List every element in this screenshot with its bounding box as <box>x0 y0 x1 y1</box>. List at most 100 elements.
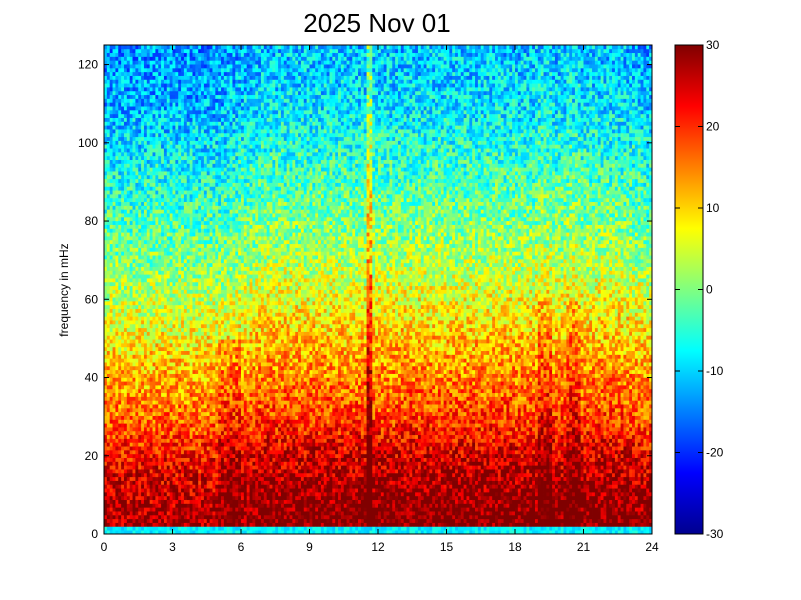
heatmap-cell <box>107 385 110 389</box>
heatmap-cell <box>115 408 118 412</box>
heatmap-cell <box>167 316 170 320</box>
heatmap-cell <box>138 416 141 420</box>
heatmap-cell <box>153 454 156 458</box>
heatmap-cell <box>121 427 124 431</box>
heatmap-cell <box>144 316 147 320</box>
heatmap-cell <box>178 366 181 370</box>
heatmap-cell <box>161 175 164 179</box>
heatmap-cell <box>184 270 187 274</box>
heatmap-cell <box>124 259 127 263</box>
heatmap-cell <box>138 412 141 416</box>
heatmap-cell <box>115 286 118 290</box>
heatmap-cell <box>135 465 138 469</box>
heatmap-cell <box>110 217 113 221</box>
heatmap-cell <box>164 91 167 95</box>
heatmap-cell <box>195 259 198 263</box>
heatmap-cell <box>181 328 184 332</box>
heatmap-cell <box>124 141 127 145</box>
heatmap-cell <box>195 431 198 435</box>
heatmap-cell <box>150 343 153 347</box>
heatmap-cell <box>110 477 113 481</box>
heatmap-cell <box>201 91 204 95</box>
heatmap-cell <box>175 351 178 355</box>
heatmap-cell <box>135 396 138 400</box>
heatmap-cell <box>192 190 195 194</box>
heatmap-cell <box>210 56 213 60</box>
heatmap-cell <box>113 163 116 167</box>
heatmap-cell <box>167 198 170 202</box>
heatmap-cell <box>110 225 113 229</box>
heatmap-cell <box>184 526 187 530</box>
heatmap-cell <box>135 118 138 122</box>
heatmap-cell <box>195 137 198 141</box>
heatmap-cell <box>173 293 176 297</box>
heatmap-cell <box>161 461 164 465</box>
heatmap-cell <box>201 68 204 72</box>
heatmap-cell <box>133 148 136 152</box>
heatmap-cell <box>138 419 141 423</box>
heatmap-cell <box>167 183 170 187</box>
heatmap-cell <box>204 408 207 412</box>
heatmap-cell <box>135 290 138 294</box>
heatmap-cell <box>144 76 147 80</box>
heatmap-cell <box>201 343 204 347</box>
heatmap-cell <box>164 213 167 217</box>
heatmap-cell <box>147 60 150 64</box>
heatmap-cell <box>204 393 207 397</box>
heatmap-cell <box>158 400 161 404</box>
heatmap-cell <box>127 133 130 137</box>
heatmap-cell <box>161 408 164 412</box>
heatmap-cell <box>190 186 193 190</box>
heatmap-cell <box>150 209 153 213</box>
heatmap-cell <box>110 118 113 122</box>
heatmap-cell <box>127 167 130 171</box>
heatmap-cell <box>198 236 201 240</box>
heatmap-cell <box>201 232 204 236</box>
heatmap-cell <box>155 98 158 102</box>
heatmap-cell <box>141 442 144 446</box>
heatmap-cell <box>192 454 195 458</box>
heatmap-cell <box>127 244 130 248</box>
heatmap-cell <box>133 267 136 271</box>
heatmap-cell <box>184 255 187 259</box>
heatmap-cell <box>118 68 121 72</box>
heatmap-cell <box>195 148 198 152</box>
heatmap-cell <box>124 358 127 362</box>
heatmap-cell <box>195 393 198 397</box>
heatmap-cell <box>135 293 138 297</box>
heatmap-cell <box>210 152 213 156</box>
heatmap-cell <box>167 435 170 439</box>
heatmap-cell <box>147 251 150 255</box>
heatmap-cell <box>138 91 141 95</box>
heatmap-cell <box>212 366 215 370</box>
heatmap-cell <box>150 309 153 313</box>
heatmap-cell <box>118 408 121 412</box>
heatmap-cell <box>133 320 136 324</box>
heatmap-cell <box>113 286 116 290</box>
heatmap-cell <box>161 282 164 286</box>
heatmap-cell <box>212 446 215 450</box>
heatmap-cell <box>210 339 213 343</box>
heatmap-cell <box>204 141 207 145</box>
heatmap-cell <box>201 400 204 404</box>
heatmap-cell <box>155 79 158 83</box>
heatmap-cell <box>147 377 150 381</box>
heatmap-cell <box>110 362 113 366</box>
heatmap-cell <box>113 396 116 400</box>
heatmap-cell <box>195 408 198 412</box>
heatmap-cell <box>141 175 144 179</box>
heatmap-cell <box>178 404 181 408</box>
heatmap-cell <box>178 400 181 404</box>
heatmap-cell <box>144 49 147 53</box>
heatmap-cell <box>138 297 141 301</box>
heatmap-cell <box>161 56 164 60</box>
heatmap-cell <box>127 503 130 507</box>
heatmap-cell <box>195 416 198 420</box>
heatmap-cell <box>212 83 215 87</box>
heatmap-cell <box>181 305 184 309</box>
heatmap-cell <box>198 320 201 324</box>
heatmap-cell <box>121 72 124 76</box>
heatmap-cell <box>130 465 133 469</box>
heatmap-cell <box>212 205 215 209</box>
heatmap-cell <box>204 244 207 248</box>
